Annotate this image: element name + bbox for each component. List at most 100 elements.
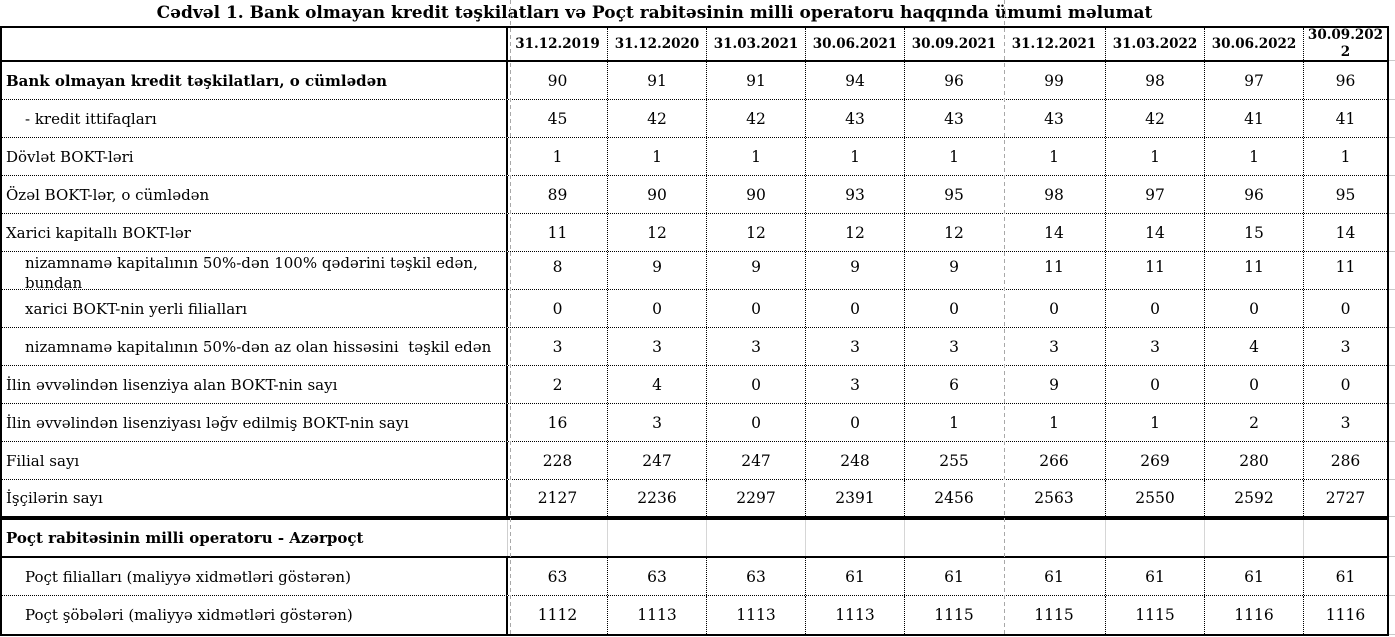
- row-label-cell: İlin əvvəlindən lisenziyası ləğv edilmiş…: [2, 404, 508, 441]
- value-cell: 93: [805, 176, 904, 213]
- value-cell: 91: [607, 62, 706, 99]
- value-cell: 1: [1049, 413, 1059, 432]
- row-label-cell: Poçt filialları (maliyyə xidmətləri göst…: [2, 558, 508, 595]
- value-cell: 255: [904, 442, 1003, 479]
- value-cell: 1112: [537, 606, 578, 624]
- header-cell: 30.06.2021: [805, 28, 904, 60]
- value-cell: 2: [552, 375, 563, 394]
- value-cell: 12: [706, 214, 805, 251]
- value-cell: 9: [607, 252, 706, 289]
- value-cell: 1: [1049, 147, 1059, 166]
- value-cell: 1: [552, 147, 563, 166]
- value-cell: 0: [1049, 299, 1059, 318]
- value-cell: 61: [1044, 567, 1064, 586]
- header-label-cell: [2, 28, 508, 60]
- value-cell: 0: [1303, 366, 1387, 403]
- value-cell: 1113: [607, 596, 706, 634]
- value-cell: 12: [904, 214, 1003, 251]
- value-cell: [508, 520, 607, 556]
- value-cell: 228: [542, 451, 573, 470]
- row-label-cell: Özəl BOKT-lər, o cümlədən: [2, 176, 508, 213]
- value-cell: 3: [552, 337, 563, 356]
- header-cell: 30.09.202 2: [1303, 28, 1387, 60]
- value-cell: 4: [607, 366, 706, 403]
- value-cell: 42: [607, 100, 706, 137]
- value-cell: 1113: [805, 596, 904, 634]
- value-cell: 1116: [1303, 596, 1387, 634]
- value-cell: 247: [706, 442, 805, 479]
- value-cell: 2727: [1303, 480, 1387, 516]
- value-cell: 1: [805, 138, 904, 175]
- value-cell: 0: [1105, 366, 1204, 403]
- header-cell: 31.12.2020: [607, 28, 706, 60]
- value-cell: 0: [706, 404, 805, 441]
- table-row: Xarici kapitallı BOKT-lər 11 12 12 12 12 14 14 1…: [2, 214, 1395, 252]
- table-row: Filial sayı 228 247 247 248 255 266 269 280 286: [2, 442, 1395, 480]
- value-cell: 3: [607, 404, 706, 441]
- value-cell: 3: [1049, 337, 1059, 356]
- value-cell: 11: [547, 223, 568, 242]
- row-label-cell: İlin əvvəlindən lisenziya alan BOKT-nin …: [2, 366, 508, 403]
- row-label-cell: Poçt rabitəsinin milli operatoru - Azərp…: [2, 520, 508, 556]
- value-cell: 90: [607, 176, 706, 213]
- row-label-cell: İşçilərin sayı: [2, 480, 508, 516]
- value-cell: 247: [607, 442, 706, 479]
- value-cell: 61: [1204, 558, 1303, 595]
- row-label-cell: Filial sayı: [2, 442, 508, 479]
- value-cell: 94: [805, 62, 904, 99]
- value-cell: 43: [805, 100, 904, 137]
- value-cell: 63: [706, 558, 805, 595]
- value-cell: 14: [1044, 223, 1064, 242]
- value-cell: 61: [1303, 558, 1387, 595]
- value-cell: 43: [904, 100, 1003, 137]
- value-cell: 12: [607, 214, 706, 251]
- value-cell: 0: [706, 290, 805, 327]
- value-cell: 99: [1044, 71, 1064, 90]
- table-row: xarici BOKT-nin yerli filialları 0 0 0 0 0 0 0 0…: [2, 290, 1395, 328]
- value-cell: [706, 520, 805, 556]
- value-cell: 61: [1105, 558, 1204, 595]
- table-row: nizamnamə kapitalının 50%-dən 100% qədər…: [2, 252, 1395, 294]
- value-cell: 3: [607, 328, 706, 365]
- table-row: Özəl BOKT-lər, o cümlədən 89 90 90 93 95 98 97 9…: [2, 176, 1395, 214]
- value-cell: 61: [805, 558, 904, 595]
- value-cell: [1105, 520, 1204, 556]
- value-cell: 3: [1105, 328, 1204, 365]
- value-cell: 1: [706, 138, 805, 175]
- value-cell: [1303, 520, 1387, 556]
- value-cell: 12: [805, 214, 904, 251]
- value-cell: 0: [706, 366, 805, 403]
- page-break-dash-left: [510, 0, 511, 637]
- header-cell: 30.06.2022: [1204, 28, 1303, 60]
- value-cell: 0: [1105, 290, 1204, 327]
- table-row: - kredit ittifaqları 45 42 42 43 43 43 42 41 41: [2, 100, 1395, 138]
- value-cell: 95: [904, 176, 1003, 213]
- value-cell: 1: [904, 138, 1003, 175]
- value-cell: 9: [805, 252, 904, 289]
- value-cell: 97: [1105, 176, 1204, 213]
- value-cell: 41: [1303, 100, 1387, 137]
- value-cell: 9: [706, 252, 805, 289]
- row-label-cell: nizamnamə kapitalının 50%-dən az olan hi…: [2, 328, 508, 365]
- table-row: İşçilərin sayı 2127 2236 2297 2391 2456 2563 25…: [2, 480, 1395, 518]
- value-cell: 0: [607, 290, 706, 327]
- value-cell: 2127: [537, 489, 578, 507]
- value-cell: 42: [1105, 100, 1204, 137]
- table-title: Cədvəl 1. Bank olmayan kredit təşkilatla…: [156, 3, 1153, 23]
- value-cell: 41: [1204, 100, 1303, 137]
- table-row: İlin əvvəlindən lisenziya alan BOKT-nin …: [2, 366, 1395, 404]
- value-cell: 1113: [706, 596, 805, 634]
- value-cell: 9: [1049, 375, 1059, 394]
- value-cell: 2297: [706, 480, 805, 516]
- value-cell: 11: [1044, 258, 1064, 276]
- value-cell: 2391: [805, 480, 904, 516]
- page-break-dash-right: [1004, 0, 1005, 637]
- row-label-cell: Poçt şöbələri (maliyyə xidmətləri göstər…: [2, 596, 508, 634]
- value-cell: 0: [805, 404, 904, 441]
- value-cell: 61: [904, 558, 1003, 595]
- value-cell: 1: [1105, 404, 1204, 441]
- value-cell: 1: [1303, 138, 1387, 175]
- value-cell: 1115: [1034, 606, 1074, 624]
- value-cell: 3: [805, 366, 904, 403]
